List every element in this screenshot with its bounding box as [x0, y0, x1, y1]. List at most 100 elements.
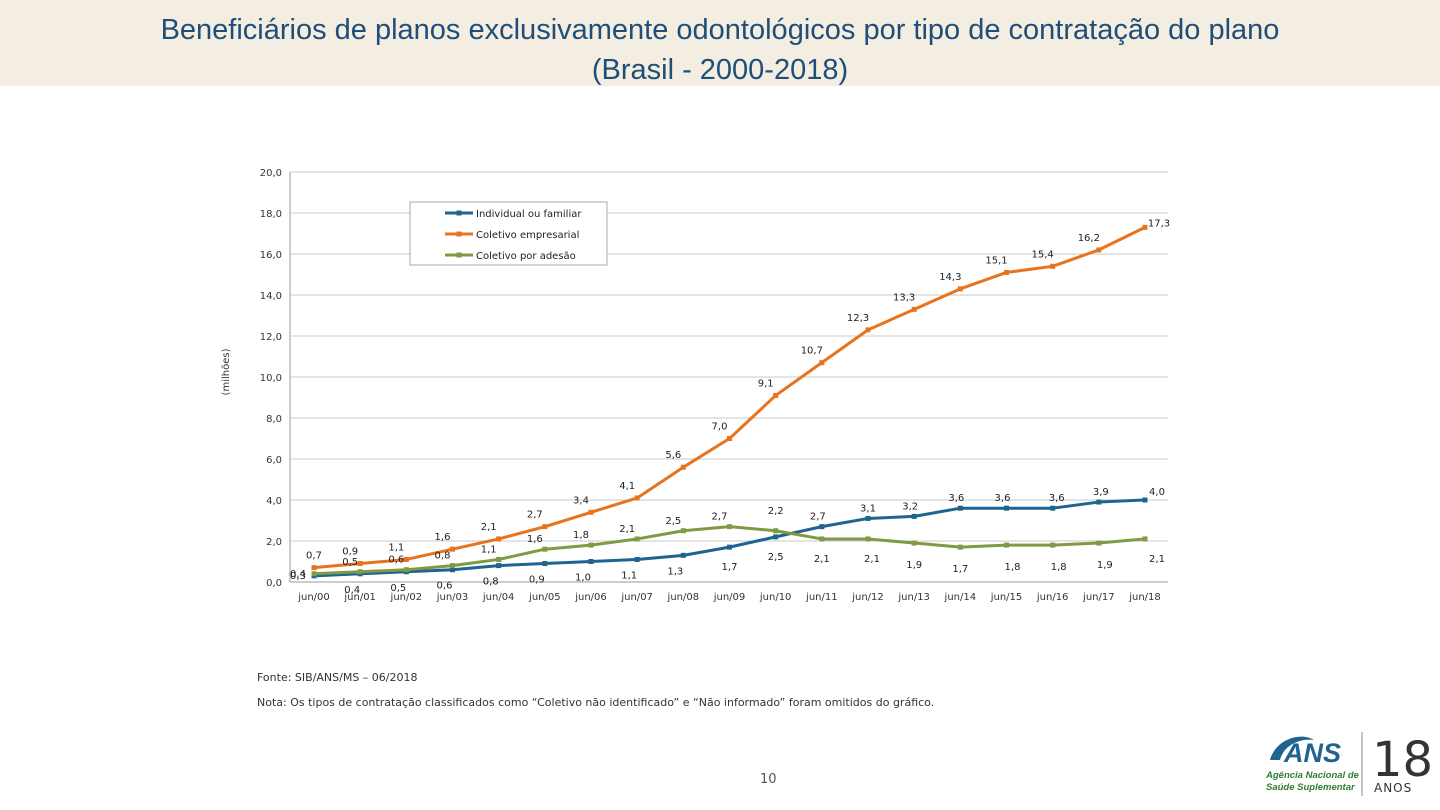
data-label: 2,1 [1149, 554, 1165, 565]
page-number: 10 [760, 772, 777, 787]
x-tick-label: jun/04 [482, 592, 515, 603]
data-label: 1,1 [481, 544, 497, 555]
data-point [311, 571, 317, 577]
x-tick-label: jun/12 [851, 592, 884, 603]
data-point [680, 552, 686, 558]
y-tick-label: 14,0 [260, 291, 282, 302]
logo-years-number: 18 [1372, 732, 1432, 788]
data-label: 15,4 [1032, 249, 1054, 260]
title-line-2: (Brasil - 2000-2018) [591, 54, 849, 86]
ans-swoosh-icon [1270, 736, 1314, 760]
x-tick-label: jun/06 [574, 592, 607, 603]
y-tick-label: 10,0 [260, 373, 282, 384]
y-tick-label: 4,0 [266, 496, 282, 507]
source-text: Fonte: SIB/ANS/MS – 06/2018 [257, 671, 418, 684]
data-point [450, 546, 455, 552]
series-line [313, 226, 1146, 570]
data-label: 13,3 [893, 292, 915, 303]
data-label: 2,1 [481, 522, 497, 533]
data-label: 1,3 [667, 566, 683, 577]
data-label: 0,8 [483, 577, 499, 588]
y-axis: 0,0 2,0 4,0 6,0 8,0 10,0 12,0 14,0 16,0 18,0 20,0 [260, 168, 282, 589]
y-tick-label: 6,0 [266, 455, 282, 466]
data-point [357, 561, 363, 567]
x-axis: jun/00 jun/01 jun/02 jun/03 jun/04 jun/05 jun/… [297, 592, 1161, 603]
data-label: 2,1 [864, 554, 880, 565]
data-label: 9,1 [758, 378, 774, 389]
data-label: 3,4 [573, 495, 589, 506]
data-label: 0,4 [290, 569, 306, 580]
legend-entry: Coletivo por adesão [476, 251, 576, 262]
data-label: 5,6 [665, 450, 681, 461]
data-label: 1,6 [435, 532, 451, 543]
x-tick-label: jun/13 [897, 592, 930, 603]
data-point [1142, 497, 1148, 503]
logo-line-2: Saúde Suplementar [1266, 782, 1356, 793]
data-point [1096, 540, 1102, 546]
logo-line-1: Agência Nacional de [1265, 770, 1360, 781]
y-tick-label: 18,0 [260, 209, 282, 220]
x-tick-label: jun/11 [805, 592, 838, 603]
data-point [865, 515, 871, 521]
data-point [911, 513, 917, 519]
data-label: 1,1 [621, 570, 637, 581]
x-tick-label: jun/05 [528, 592, 561, 603]
data-point [727, 436, 732, 441]
data-point [957, 544, 963, 550]
data-label: 1,8 [1005, 562, 1021, 573]
data-label: 12,3 [847, 313, 869, 324]
line-chart: 0,02,04,06,08,010,012,014,016,018,020,0 … [221, 168, 1170, 603]
data-point [773, 392, 779, 398]
data-label: 2,2 [768, 506, 784, 517]
logo-brand: ANS [1283, 738, 1341, 768]
data-label: 17,3 [1148, 218, 1170, 229]
data-point [542, 561, 548, 567]
slide-title: Beneficiários de planos exclusivamente o… [0, 10, 1440, 90]
data-point [1050, 263, 1056, 269]
x-tick-label: jun/14 [944, 592, 977, 603]
data-point [1142, 536, 1148, 542]
data-label: 0,5 [390, 583, 406, 594]
x-tick-label: jun/15 [990, 592, 1023, 603]
data-label: 1,9 [1097, 560, 1113, 571]
legend-box [409, 201, 608, 266]
data-label: 2,7 [810, 512, 826, 523]
data-point [542, 546, 548, 552]
data-point [357, 569, 363, 575]
x-tick-label: jun/00 [297, 592, 330, 603]
data-labels-layer: 0,30,4 0,5 0,6 0,8 0,9 1,0 1,1 1,3 1,72,22,73,1 3… [290, 218, 1170, 595]
data-point [311, 565, 317, 571]
x-tick-label: jun/03 [436, 592, 469, 603]
data-point [911, 540, 917, 546]
data-label: 15,1 [985, 255, 1007, 266]
data-point [911, 306, 917, 312]
data-label: 3,6 [948, 493, 964, 504]
data-label: 0,3 [290, 571, 306, 582]
data-label: 1,9 [906, 560, 922, 571]
data-point [1050, 542, 1056, 548]
data-label: 0,7 [306, 551, 322, 562]
x-tick-label: jun/01 [343, 592, 376, 603]
y-tick-label: 12,0 [260, 332, 282, 343]
data-point [865, 327, 871, 333]
data-point [1004, 269, 1009, 275]
data-label: 2,5 [665, 516, 681, 527]
legend-swatch-marker [456, 210, 462, 216]
data-point [634, 536, 640, 542]
data-label: 0,5 [342, 557, 358, 568]
legend-swatch-marker [456, 252, 462, 258]
logo-years-word: ANOS [1374, 781, 1412, 795]
data-point [819, 360, 825, 366]
x-tick-label: jun/02 [390, 592, 423, 603]
data-label: 0,8 [435, 551, 451, 562]
data-point [542, 524, 548, 530]
data-point [403, 567, 409, 573]
data-point [1142, 224, 1148, 230]
data-label: 0,6 [437, 581, 453, 592]
y-tick-label: 2,0 [266, 537, 282, 548]
data-point [727, 524, 732, 530]
data-point [496, 563, 502, 569]
data-label: 1,6 [527, 534, 543, 545]
data-point [957, 505, 963, 511]
data-label: 2,1 [619, 524, 635, 535]
